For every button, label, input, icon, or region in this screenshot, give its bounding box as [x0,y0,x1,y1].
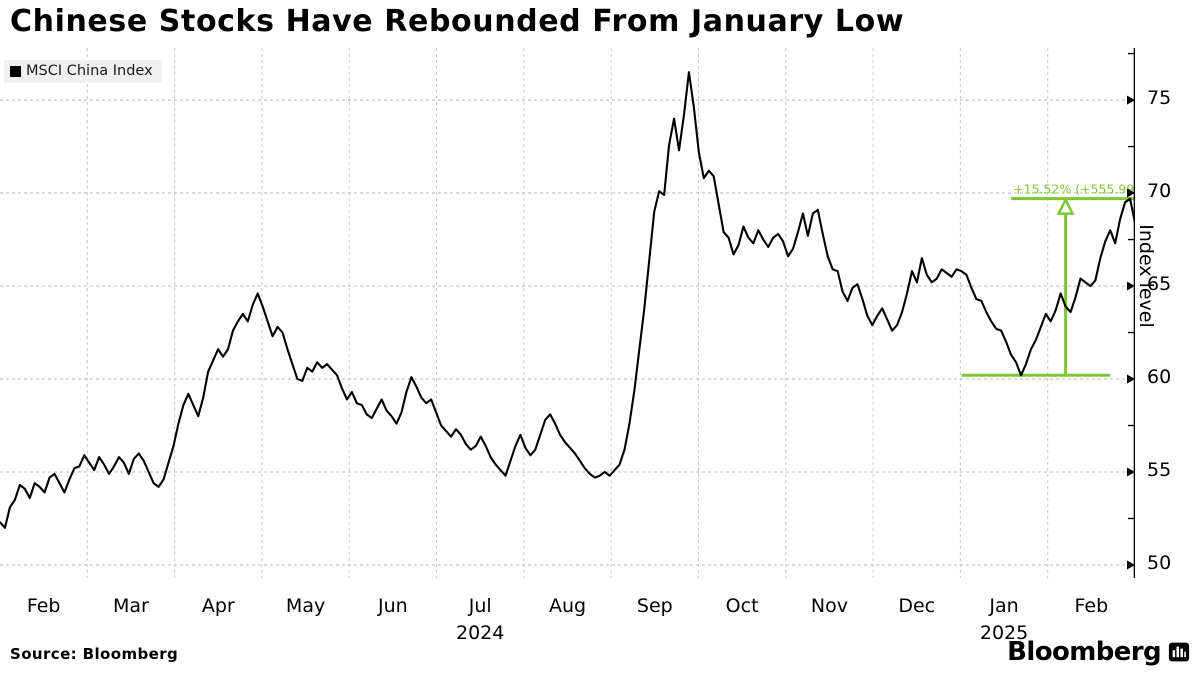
y-axis-tick-major [1127,188,1135,198]
y-axis-title: Index level [1135,224,1158,328]
x-axis-tick-label: Jul [468,595,492,617]
y-axis-tick-label: 55 [1147,459,1172,481]
y-axis-tick-label: 65 [1147,273,1172,296]
brand-name: Bloomberg [1007,637,1161,667]
x-axis-tick-label: Aug [548,595,587,617]
y-axis-tick-label: 60 [1147,366,1172,389]
x-axis-tick-label: Sep [636,595,673,617]
x-axis-tick-label: Dec [898,595,936,617]
source-note: Source: Bloomberg [10,645,179,663]
x-axis-tick-label: Apr [201,595,235,617]
chart-plot-area: +15.52% (+555.99% [0,48,1135,578]
x-axis-tick-label: Feb [1074,595,1109,617]
x-axis-tick-label: Feb [26,595,61,617]
legend-label: MSCI China Index [26,63,153,79]
bloomberg-brand: Bloomberg [1007,637,1190,667]
annotation-label: +15.52% (+555.99% [1013,182,1135,197]
x-axis-tick-label: Mar [113,595,149,617]
y-axis-tick-major [1127,95,1135,105]
x-axis-tick-label: Oct [725,595,759,617]
y-axis-tick-major [1127,560,1135,570]
y-axis-tick-major [1127,374,1135,384]
x-axis-tick-label: Jun [378,595,408,617]
y-axis-tick-label: 50 [1147,551,1172,574]
y-axis-tick-major [1127,281,1135,291]
chart-legend: MSCI China Index [4,60,162,83]
x-axis-tick-label: Jan [989,595,1019,617]
y-axis-tick-label: 70 [1147,180,1172,203]
y-axis-tick-major [1127,467,1135,477]
legend-swatch-msci-china-index [10,65,21,77]
x-axis-year-label: 2024 [456,622,505,644]
x-axis-tick-label: Nov [810,595,848,617]
x-axis-year-label: 2025 [979,622,1029,644]
up-arrow-marker [1056,196,1075,215]
rebound-annotation: +15.52% (+555.99% [961,182,1135,377]
series-line-msci-china-index [0,71,1135,529]
y-axis-tick-label: 75 [1147,87,1172,110]
x-axis-tick-label: May [285,595,326,617]
line-chart-svg: +15.52% (+555.99% [0,48,1135,578]
page-title: Chinese Stocks Have Rebounded From Janua… [10,4,905,39]
bloomberg-terminal-icon [1168,641,1190,663]
